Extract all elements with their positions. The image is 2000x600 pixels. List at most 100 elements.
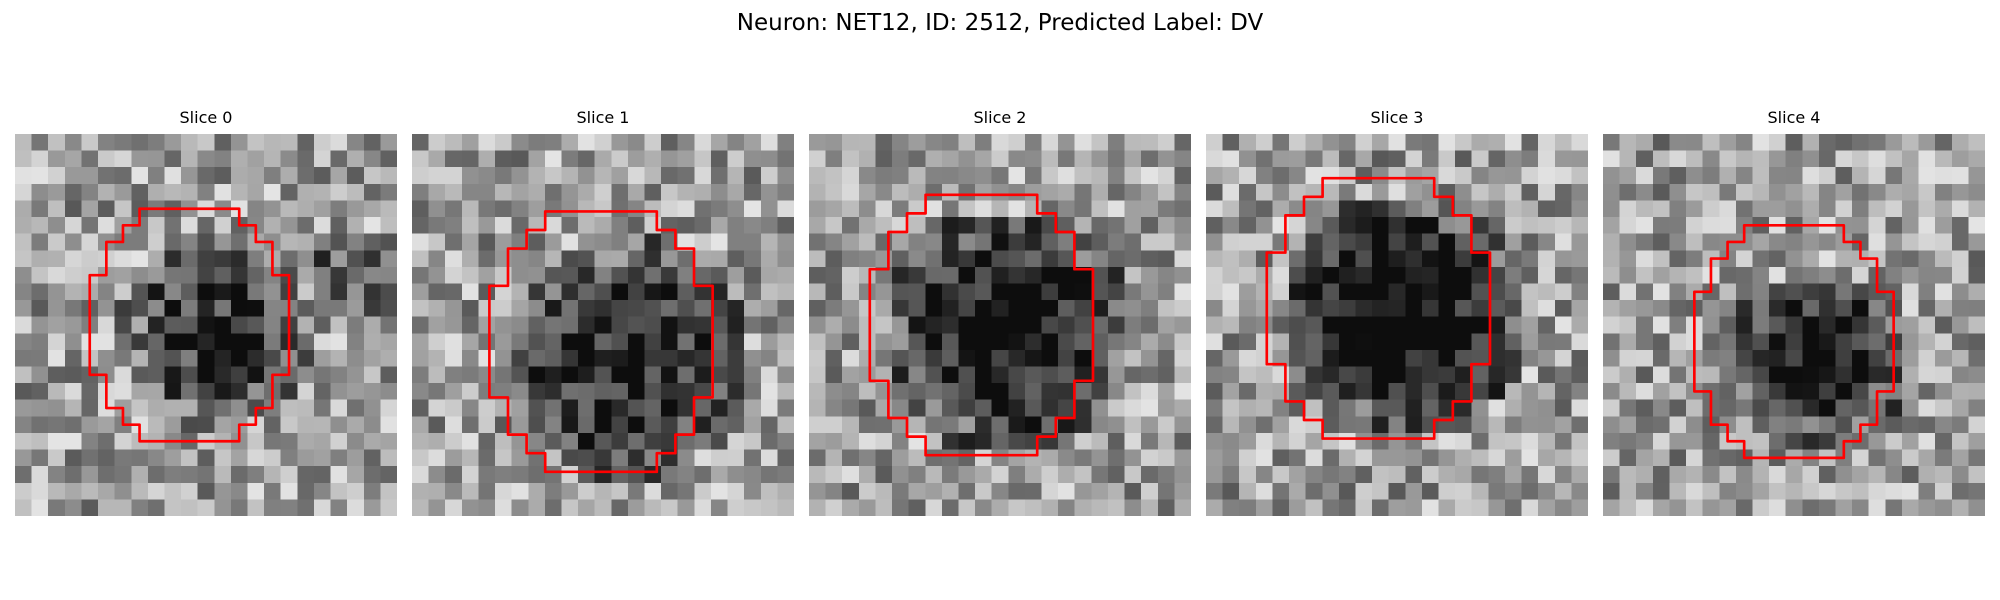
pixel-cell [1305,399,1323,417]
pixel-cell [1636,399,1654,417]
pixel-cell [1719,150,1737,168]
pixel-cell [495,266,512,284]
pixel-cell [875,416,893,434]
pixel-cell [1289,432,1306,450]
pixel-cell [1438,399,1456,417]
pixel-cell [1785,300,1803,318]
pixel-cell [760,300,778,318]
pixel-cell [1702,183,1720,201]
pixel-cell [197,283,215,301]
pixel-cell [908,233,926,251]
pixel-cell [197,150,215,168]
pixel-cell [578,134,596,151]
pixel-cell [825,399,843,417]
pixel-cell [247,300,265,318]
pixel-cell [31,383,49,401]
pixel-cell [1289,383,1306,401]
pixel-cell [1091,183,1109,201]
pixel-cell [1124,366,1142,384]
pixel-cell [1951,383,1969,401]
pixel-cell [561,366,579,384]
pixel-cell [428,283,446,301]
pixel-cell [727,300,745,318]
pixel-cell [1174,150,1191,168]
pixel-cell [858,482,876,500]
pixel-cell [1091,333,1109,351]
pixel-cell [445,449,463,467]
pixel-cell [461,250,479,268]
pixel-cell [1488,449,1506,467]
pixel-cell [1521,283,1539,301]
pixel-cell [461,183,479,201]
pixel-cell [131,399,149,417]
pixel-cell [313,383,331,401]
pixel-cell [975,349,993,367]
pixel-cell [875,383,893,401]
pixel-cell [363,399,381,417]
pixel-cell [247,349,265,367]
pixel-cell [1372,167,1390,185]
pixel-cell [1305,333,1323,351]
pixel-cell [1272,167,1290,185]
pixel-cell [1222,167,1240,185]
pixel-cell [412,233,429,251]
pixel-cell [1289,316,1306,334]
pixel-cell [744,134,762,151]
pixel-cell [1255,383,1273,401]
pixel-cell [644,316,662,334]
pixel-cell [264,134,282,151]
pixel-cell [1372,333,1390,351]
pixel-cell [64,283,82,301]
pixel-cell [975,200,993,218]
pixel-cell [1471,266,1489,284]
pixel-cell [1901,300,1919,318]
pixel-cell [908,250,926,268]
pixel-cell [727,349,745,367]
pixel-cell [1968,482,1985,500]
pixel-cell [1338,482,1356,500]
pixel-cell [1935,183,1953,201]
pixel-cell [1603,167,1620,185]
pixel-cell [495,482,512,500]
pixel-cell [1255,316,1273,334]
pixel-cell [1769,283,1787,301]
pixel-cell [941,217,959,234]
pixel-cell [330,499,348,516]
pixel-cell [1008,266,1026,284]
pixel-cell [1239,432,1257,450]
pixel-cell [1372,183,1390,201]
pixel-cell [1124,482,1142,500]
pixel-cell [31,266,49,284]
pixel-cell [428,316,446,334]
pixel-cell [1852,316,1870,334]
pixel-cell [1107,150,1125,168]
pixel-cell [1885,266,1903,284]
pixel-cell [15,466,32,484]
pixel-cell [1421,167,1439,185]
pixel-cell [1455,449,1473,467]
pixel-cell [908,449,926,467]
pixel-cell [760,333,778,351]
pixel-cell [1074,416,1092,434]
pixel-cell [81,466,99,484]
pixel-cell [1338,183,1356,201]
pixel-cell [1157,366,1175,384]
pixel-cell [181,217,199,234]
pixel-cell [1322,150,1340,168]
pixel-cell [1885,183,1903,201]
pixel-cell [1255,399,1273,417]
pixel-cell [1603,217,1620,234]
pixel-cell [1107,200,1125,218]
pixel-cell [809,416,826,434]
pixel-cell [1091,250,1109,268]
pixel-cell [644,150,662,168]
pixel-cell [825,283,843,301]
pixel-cell [809,366,826,384]
pixel-cell [1372,266,1390,284]
pixel-cell [744,383,762,401]
pixel-cell [511,300,529,318]
pixel-cell [1355,150,1373,168]
pixel-cell [313,266,331,284]
pixel-cell [264,466,282,484]
pixel-cell [1124,316,1142,334]
